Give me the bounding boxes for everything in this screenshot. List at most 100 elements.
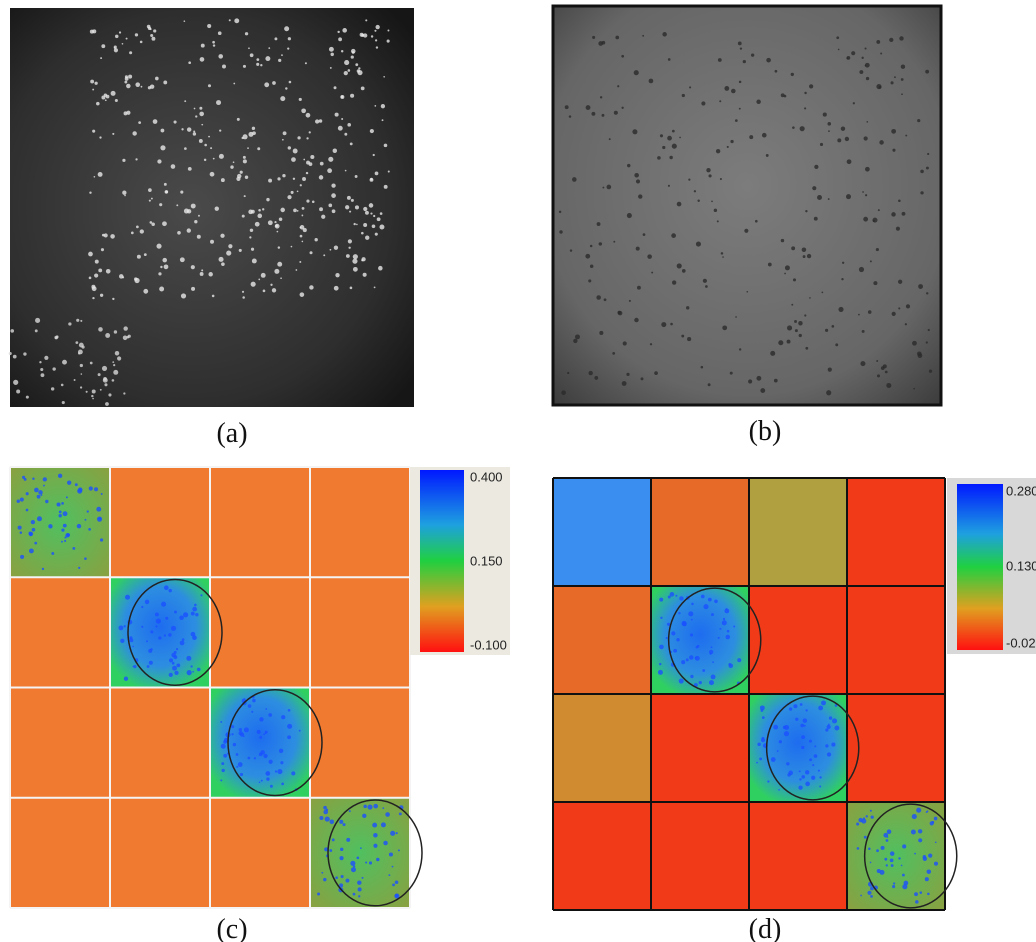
tile bbox=[749, 694, 847, 802]
speckle bbox=[34, 487, 39, 493]
speckle bbox=[157, 159, 162, 164]
speckle bbox=[277, 261, 283, 267]
speckle bbox=[585, 253, 591, 259]
speckle bbox=[79, 386, 83, 389]
speckle bbox=[588, 279, 592, 283]
speckle bbox=[783, 94, 787, 98]
speckle bbox=[873, 281, 878, 286]
speckle bbox=[34, 541, 38, 545]
speckle bbox=[262, 208, 265, 211]
speckle bbox=[349, 142, 353, 146]
speckle bbox=[369, 129, 374, 134]
speckle bbox=[703, 604, 709, 610]
speckle bbox=[156, 243, 162, 249]
speckle bbox=[865, 194, 868, 197]
speckle bbox=[386, 39, 390, 43]
speckle bbox=[362, 813, 367, 818]
speckle bbox=[223, 740, 227, 744]
speckle bbox=[681, 93, 685, 98]
speckle bbox=[917, 829, 923, 834]
speckle bbox=[911, 814, 917, 820]
tile bbox=[110, 797, 210, 908]
speckle bbox=[819, 142, 824, 147]
speckle bbox=[270, 283, 273, 286]
speckle bbox=[793, 704, 798, 709]
speckle bbox=[809, 84, 814, 89]
speckle bbox=[669, 155, 673, 160]
colorbar bbox=[420, 470, 464, 652]
speckle bbox=[194, 220, 198, 224]
speckle bbox=[136, 254, 141, 259]
speckle bbox=[671, 129, 675, 133]
speckle bbox=[737, 658, 742, 663]
speckle bbox=[333, 86, 337, 90]
speckle bbox=[673, 648, 678, 653]
speckle bbox=[146, 640, 148, 643]
speckle bbox=[242, 296, 245, 299]
speckle bbox=[123, 392, 126, 395]
speckle bbox=[324, 816, 330, 822]
speckle bbox=[835, 343, 839, 347]
speckle bbox=[885, 839, 889, 842]
speckle bbox=[151, 36, 156, 41]
speckle bbox=[693, 682, 698, 688]
caption: (c) bbox=[216, 914, 247, 942]
speckle bbox=[264, 82, 270, 88]
speckle bbox=[124, 594, 131, 600]
speckle bbox=[838, 306, 844, 313]
speckle bbox=[875, 247, 879, 252]
speckle bbox=[187, 166, 192, 171]
speckle bbox=[160, 128, 165, 133]
speckle bbox=[68, 322, 72, 326]
speckle bbox=[712, 661, 714, 664]
speckle bbox=[879, 140, 884, 145]
speckle bbox=[259, 735, 263, 739]
speckle bbox=[105, 333, 111, 338]
speckle bbox=[277, 246, 281, 249]
speckle bbox=[821, 291, 824, 294]
speckle bbox=[64, 536, 67, 539]
speckle bbox=[633, 70, 639, 76]
speckle bbox=[398, 812, 402, 816]
speckle bbox=[783, 731, 790, 737]
speckle bbox=[927, 892, 930, 896]
speckle bbox=[260, 272, 266, 278]
speckle bbox=[287, 723, 293, 729]
speckle bbox=[299, 234, 303, 238]
speckle bbox=[682, 621, 687, 627]
speckle bbox=[207, 84, 212, 88]
speckle bbox=[201, 269, 204, 272]
speckle bbox=[34, 329, 38, 333]
speckle bbox=[876, 83, 882, 90]
speckle bbox=[860, 361, 866, 367]
caption: (a) bbox=[216, 418, 247, 449]
speckle bbox=[218, 54, 224, 59]
speckle bbox=[329, 819, 335, 825]
speckle bbox=[827, 367, 832, 372]
speckle bbox=[122, 158, 126, 162]
speckle bbox=[247, 147, 249, 149]
speckle bbox=[659, 134, 664, 138]
speckle bbox=[203, 158, 207, 162]
speckle bbox=[339, 819, 344, 824]
speckle bbox=[876, 849, 879, 853]
speckle bbox=[228, 19, 231, 22]
speckle bbox=[617, 310, 623, 316]
speckle bbox=[328, 203, 333, 208]
speckle bbox=[190, 611, 195, 616]
speckle bbox=[274, 268, 280, 274]
speckle bbox=[301, 214, 304, 217]
speckle bbox=[374, 29, 377, 32]
speckle bbox=[628, 299, 631, 302]
speckle bbox=[814, 164, 819, 170]
speckle bbox=[787, 325, 793, 331]
speckle bbox=[352, 254, 358, 260]
speckle bbox=[194, 603, 197, 607]
speckle bbox=[731, 88, 736, 94]
speckle bbox=[181, 638, 185, 641]
speckle bbox=[236, 117, 240, 121]
speckle bbox=[287, 195, 292, 200]
speckle bbox=[318, 175, 324, 180]
speckle bbox=[867, 890, 872, 895]
speckle bbox=[74, 483, 78, 487]
